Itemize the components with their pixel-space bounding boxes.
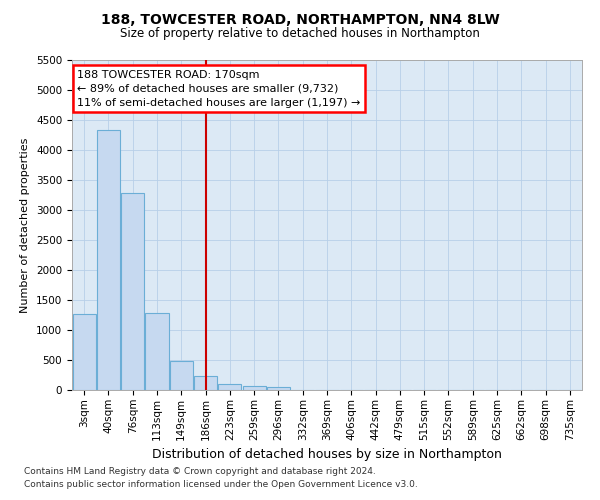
Bar: [97, 130, 120, 390]
Bar: [267, 387, 290, 390]
Bar: [73, 314, 95, 390]
Bar: [242, 386, 266, 390]
Bar: [194, 376, 217, 390]
Bar: [218, 384, 241, 390]
Text: 188, TOWCESTER ROAD, NORTHAMPTON, NN4 8LW: 188, TOWCESTER ROAD, NORTHAMPTON, NN4 8L…: [101, 12, 499, 26]
Text: Contains public sector information licensed under the Open Government Licence v3: Contains public sector information licen…: [24, 480, 418, 489]
Text: Size of property relative to detached houses in Northampton: Size of property relative to detached ho…: [120, 28, 480, 40]
Text: Contains HM Land Registry data © Crown copyright and database right 2024.: Contains HM Land Registry data © Crown c…: [24, 467, 376, 476]
Bar: [170, 361, 193, 390]
Bar: [121, 192, 144, 390]
Y-axis label: Number of detached properties: Number of detached properties: [20, 138, 31, 312]
Text: 188 TOWCESTER ROAD: 170sqm
← 89% of detached houses are smaller (9,732)
11% of s: 188 TOWCESTER ROAD: 170sqm ← 89% of deta…: [77, 70, 361, 108]
Bar: [145, 312, 169, 390]
X-axis label: Distribution of detached houses by size in Northampton: Distribution of detached houses by size …: [152, 448, 502, 461]
